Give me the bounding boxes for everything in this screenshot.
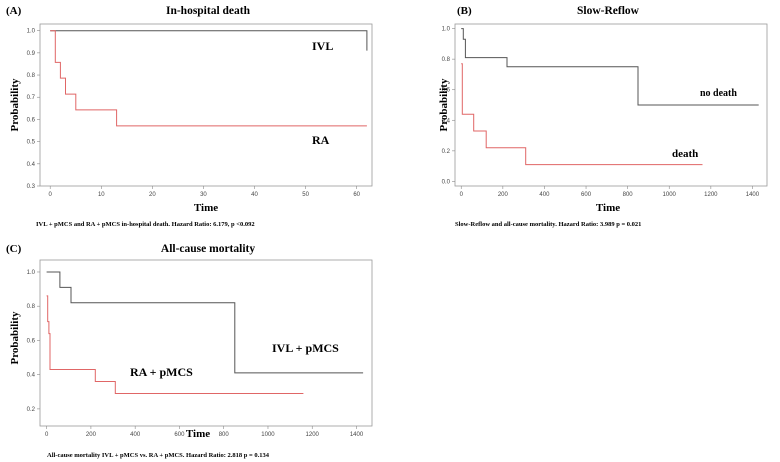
x-tick-label: 40 [251,192,258,198]
series-label-2: RA [312,133,330,147]
x-tick-label: 30 [200,192,207,198]
y-tick-label: 1.0 [442,27,451,33]
x-tick-label: 400 [539,192,550,198]
x-tick-label: 200 [498,192,509,198]
y-tick-label: 0.3 [27,184,36,190]
plot-frame [39,23,373,187]
x-tick-label: 20 [149,192,156,198]
y-tick-label: 0.6 [27,117,36,123]
y-tick-label: 1.0 [27,29,36,35]
y-tick-label: 0.8 [442,57,451,63]
series-line-1 [46,271,364,374]
y-tick-label: 0.0 [442,179,451,185]
y-tick-label: 1.0 [27,270,36,276]
panel-letter: (B) [457,5,472,17]
y-tick-label: 0.5 [27,140,36,146]
panel-caption: All-cause mortality IVL + pMCS vs. RA + … [47,452,270,459]
y-tick-label: 0.2 [27,407,36,413]
km-panel-1: (A) In-hospital death 0 10 20 30 40 50 60 0.3 0.4 0… [6,5,373,228]
x-tick-label: 0 [460,192,464,198]
x-tick-label: 1400 [746,192,760,198]
x-tick-label: 600 [581,192,592,198]
x-axis-label: Time [194,202,218,214]
x-tick-label: 200 [86,432,97,438]
series-line-2 [50,30,367,127]
x-tick-label: 1200 [704,192,718,198]
y-tick-label: 0.8 [27,73,36,79]
series-line-1 [50,30,368,51]
panel-letter: (C) [6,243,22,255]
y-tick-label: 0.4 [27,373,36,379]
y-tick-label: 0.4 [442,118,451,124]
panel-caption: Slow-Reflow and all-cause mortality. Haz… [455,221,641,228]
km-panel-3: (C) All-cause mortality 0 200 400 600 800 1000 1… [6,243,373,459]
y-tick-label: 0.4 [27,162,36,168]
y-tick-label: 0.2 [442,149,451,155]
plot-frame [39,259,373,427]
x-tick-label: 800 [623,192,634,198]
y-tick-label: 0.6 [27,338,36,344]
panel-letter: (A) [6,5,22,17]
km-panel-2: (B) Slow-Reflow 0 200 400 600 800 1000 1200 1400 0… [438,5,768,228]
x-tick-label: 1000 [261,432,275,438]
x-tick-label: 600 [174,432,185,438]
x-tick-label: 1000 [663,192,677,198]
panel-caption: IVL + pMCS and RA + pMCS in-hospital dea… [36,221,255,228]
x-tick-label: 0 [49,192,53,198]
y-tick-label: 0.9 [27,51,36,57]
series-line-2 [46,295,304,394]
series-line-2 [461,63,703,166]
plot-frame [454,23,768,187]
series-label-2: RA + pMCS [130,365,193,379]
series-label-2: death [672,148,698,160]
panel-title: In-hospital death [166,5,251,17]
panel-title: Slow-Reflow [577,5,640,17]
y-axis-label: Probability [438,78,450,131]
panel-title: All-cause mortality [161,243,255,255]
y-tick-label: 0.6 [442,88,451,94]
x-tick-label: 0 [45,432,49,438]
x-tick-label: 50 [302,192,309,198]
y-axis-label: Probability [9,311,21,364]
x-tick-label: 1400 [350,432,364,438]
series-label-1: no death [700,88,737,99]
series-label-1: IVL [312,39,333,53]
x-axis-label: Time [186,428,210,440]
x-tick-label: 1200 [306,432,320,438]
series-label-1: IVL + pMCS [272,341,339,355]
y-tick-label: 0.8 [27,304,36,310]
x-axis-label: Time [596,202,620,214]
x-tick-label: 400 [130,432,141,438]
y-tick-label: 0.7 [27,95,36,101]
x-tick-label: 800 [219,432,230,438]
y-axis-label: Probability [9,78,21,131]
series-line-1 [461,28,759,106]
x-tick-label: 10 [98,192,105,198]
x-tick-label: 60 [353,192,360,198]
